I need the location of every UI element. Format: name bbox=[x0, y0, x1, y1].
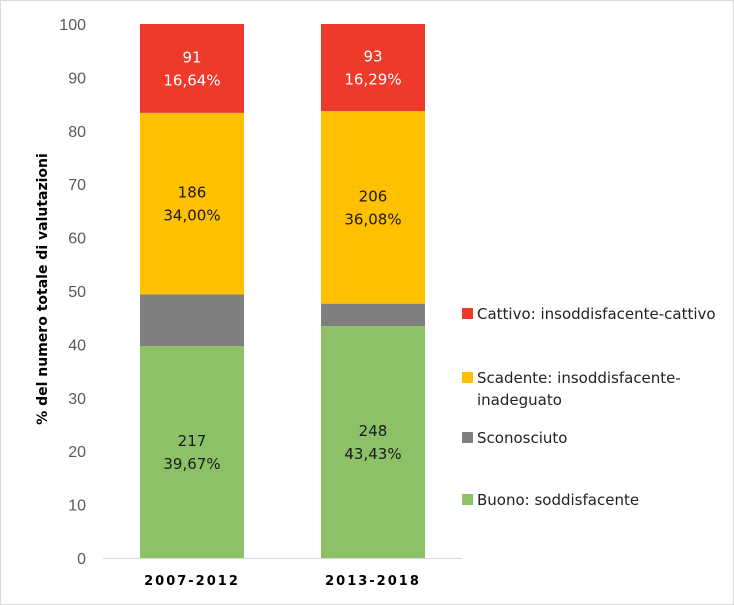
y-tick-label: 90 bbox=[68, 70, 86, 87]
bar-segment bbox=[321, 110, 425, 304]
data-label: 206 bbox=[359, 187, 388, 205]
legend-swatch bbox=[462, 494, 473, 505]
data-label: 217 bbox=[178, 432, 207, 450]
legend-swatch bbox=[462, 372, 473, 383]
bar-segment bbox=[140, 346, 244, 558]
data-label: 34,00% bbox=[163, 207, 220, 225]
data-label: 39,67% bbox=[163, 455, 220, 473]
y-tick-label: 100 bbox=[59, 17, 86, 34]
legend-label: inadeguato bbox=[477, 391, 562, 409]
data-label: 93 bbox=[363, 47, 382, 65]
y-tick-label: 60 bbox=[68, 231, 86, 248]
legend-label: Cattivo: insoddisfacente-cattivo bbox=[477, 305, 716, 323]
data-label: 248 bbox=[359, 422, 388, 440]
y-tick-label: 10 bbox=[68, 498, 86, 515]
legend-swatch bbox=[462, 432, 473, 443]
legend-swatch bbox=[462, 308, 473, 319]
legend-label: Buono: soddisfacente bbox=[477, 491, 639, 509]
bar-segment bbox=[140, 112, 244, 295]
data-label: 16,29% bbox=[344, 70, 401, 88]
data-label: 186 bbox=[178, 184, 207, 202]
y-tick-label: 40 bbox=[68, 337, 86, 354]
bar-segment bbox=[321, 24, 425, 111]
y-tick-label: 0 bbox=[77, 551, 86, 568]
bar-segment bbox=[140, 24, 244, 113]
bar-segment bbox=[140, 294, 244, 347]
data-label: 16,64% bbox=[163, 71, 220, 89]
legend-label: Scadente: insoddisfacente- bbox=[477, 369, 681, 387]
y-tick-label: 30 bbox=[68, 391, 86, 408]
y-tick-label: 80 bbox=[68, 124, 86, 141]
x-category-label: 2013-2018 bbox=[325, 574, 421, 589]
data-label: 43,43% bbox=[344, 445, 401, 463]
y-tick-label: 20 bbox=[68, 444, 86, 461]
bar-segment bbox=[321, 303, 425, 327]
x-category-label: 2007-2012 bbox=[144, 574, 240, 589]
data-label: 91 bbox=[182, 48, 201, 66]
data-label: 36,08% bbox=[344, 210, 401, 228]
y-tick-label: 70 bbox=[68, 177, 86, 194]
bar-segment bbox=[321, 326, 425, 558]
y-axis-title: % del numero totale di valutazioni bbox=[35, 153, 51, 425]
y-tick-label: 50 bbox=[68, 284, 86, 301]
legend-label: Sconosciuto bbox=[477, 429, 567, 447]
